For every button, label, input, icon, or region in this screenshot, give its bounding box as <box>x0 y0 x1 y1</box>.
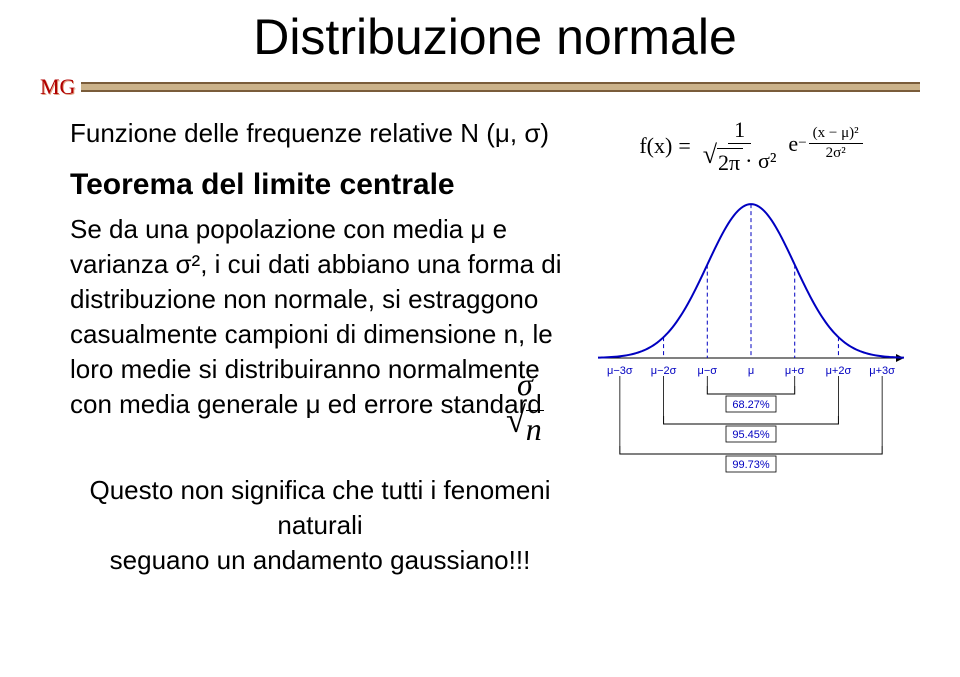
formula-exp-num: (x − μ)² <box>809 125 863 144</box>
footnote-line-2: naturali <box>70 508 570 543</box>
formula-den-after: · σ² <box>745 149 776 172</box>
svg-text:95.45%: 95.45% <box>732 429 770 441</box>
left-column: Funzione delle frequenze relative N (μ, … <box>70 116 570 578</box>
logo: MG <box>40 74 75 100</box>
svg-text:μ−3σ: μ−3σ <box>607 365 633 377</box>
right-column: f(x) = 1 √ 2π · σ² e <box>582 116 920 578</box>
subtitle: Funzione delle frequenze relative N (μ, … <box>70 116 570 151</box>
errstd-denominator: n <box>526 410 544 445</box>
footnote-line-1: Questo non significa che tutti i fenomen… <box>70 473 570 508</box>
svg-text:μ: μ <box>748 365 754 377</box>
errstd-numerator: σ <box>511 368 539 402</box>
formula-frac-num: 1 <box>728 118 751 144</box>
svg-text:68.27%: 68.27% <box>732 399 770 411</box>
error-standard-formula: σ √ n <box>500 368 570 445</box>
formula-exp-den: 2σ² <box>822 144 850 162</box>
svg-text:μ+σ: μ+σ <box>785 365 805 377</box>
footnote: Questo non significa che tutti i fenomen… <box>70 473 570 578</box>
footnote-line-3: seguano un andamento gaussiano!!! <box>70 543 570 578</box>
formula-exp-sign: − <box>798 135 806 152</box>
svg-text:μ+3σ: μ+3σ <box>869 365 895 377</box>
theorem-body: Se da una popolazione con media μ e vari… <box>70 212 570 423</box>
svg-text:μ−σ: μ−σ <box>698 365 718 377</box>
density-formula: f(x) = 1 √ 2π · σ² e <box>639 118 862 174</box>
divider <box>81 82 920 92</box>
formula-sqrt-arg: 2π <box>717 148 743 174</box>
page-title: Distribuzione normale <box>70 8 920 66</box>
equals-sign: = <box>678 133 690 159</box>
bell-curve-plot: μ−3σ μ−2σ μ−σ μ μ+σ μ+2σ μ+3σ 68.27% 95.45% 99.73… <box>586 188 916 488</box>
svg-text:μ+2σ: μ+2σ <box>826 365 852 377</box>
divider-row: MG <box>40 74 920 100</box>
svg-text:99.73%: 99.73% <box>732 459 770 471</box>
formula-e: e <box>788 131 798 157</box>
svg-text:μ−2σ: μ−2σ <box>651 365 677 377</box>
formula-lhs: f(x) <box>639 133 672 159</box>
theorem-title: Teorema del limite centrale <box>70 165 570 206</box>
